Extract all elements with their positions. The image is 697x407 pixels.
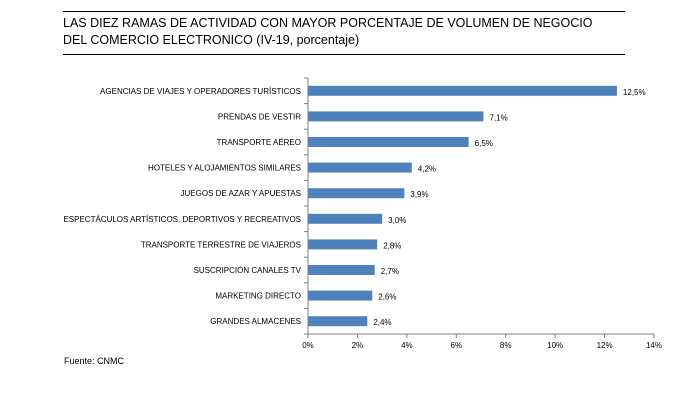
chart-title-line-2: DEL COMERCIO ELECTRONICO (IV-19, porcent… [63, 33, 360, 47]
x-tick-label: 0% [302, 341, 314, 350]
category-label: ESPECTÁCULOS ARTÍSTICOS, DEPORTIVOS Y RE… [63, 215, 301, 224]
x-tick-label: 12% [597, 341, 613, 350]
bar [308, 137, 469, 147]
bar [308, 85, 617, 96]
bar [308, 162, 412, 173]
data-label: 3,9% [410, 190, 428, 199]
category-label: TRANSPORTE TERRESTRE DE VIAJEROS [141, 240, 301, 249]
data-label: 7,1% [489, 113, 507, 122]
category-label: HOTELES Y ALOJAMIENTOS SIMILARES [148, 164, 301, 173]
x-tick-label: 14% [646, 341, 662, 350]
category-label: GRANDES ALMACENES [210, 317, 301, 326]
x-tick-label: 2% [352, 341, 364, 350]
bar [308, 188, 405, 199]
category-label: AGENCIAS DE VIAJES Y OPERADORES TURÍSTIC… [100, 87, 301, 96]
data-label: 2,6% [378, 293, 396, 302]
data-label: 12,5% [623, 88, 646, 97]
x-tick-label: 10% [547, 341, 563, 350]
data-label: 2,8% [383, 241, 401, 250]
chart-title: LAS DIEZ RAMAS DE ACTIVIDAD CON MAYOR PO… [63, 11, 625, 55]
source-note: Fuente: CNMC [64, 356, 125, 366]
data-label: 3,0% [388, 216, 406, 225]
data-label: 2,4% [373, 318, 391, 327]
bar [308, 316, 368, 327]
x-tick-label: 4% [401, 341, 413, 350]
data-label: 2,7% [381, 267, 399, 276]
bar [308, 290, 373, 301]
bar [308, 239, 378, 250]
category-label: MARKETING DIRECTO [215, 292, 301, 301]
category-label: SUSCRIPCIÓN CANALES TV [194, 266, 302, 275]
bar [308, 213, 383, 224]
data-label: 6,5% [475, 139, 493, 148]
bar [308, 265, 375, 275]
chart-title-line-1: LAS DIEZ RAMAS DE ACTIVIDAD CON MAYOR PO… [63, 16, 593, 30]
x-tick-label: 6% [451, 341, 463, 350]
category-label: JUEGOS DE AZAR Y APUESTAS [181, 189, 301, 198]
bar [308, 111, 484, 122]
category-label: TRANSPORTE AÉREO [217, 138, 301, 147]
x-tick-label: 8% [500, 341, 512, 350]
category-label: PRENDAS DE VESTIR [218, 112, 301, 121]
data-label: 4,2% [418, 165, 436, 174]
